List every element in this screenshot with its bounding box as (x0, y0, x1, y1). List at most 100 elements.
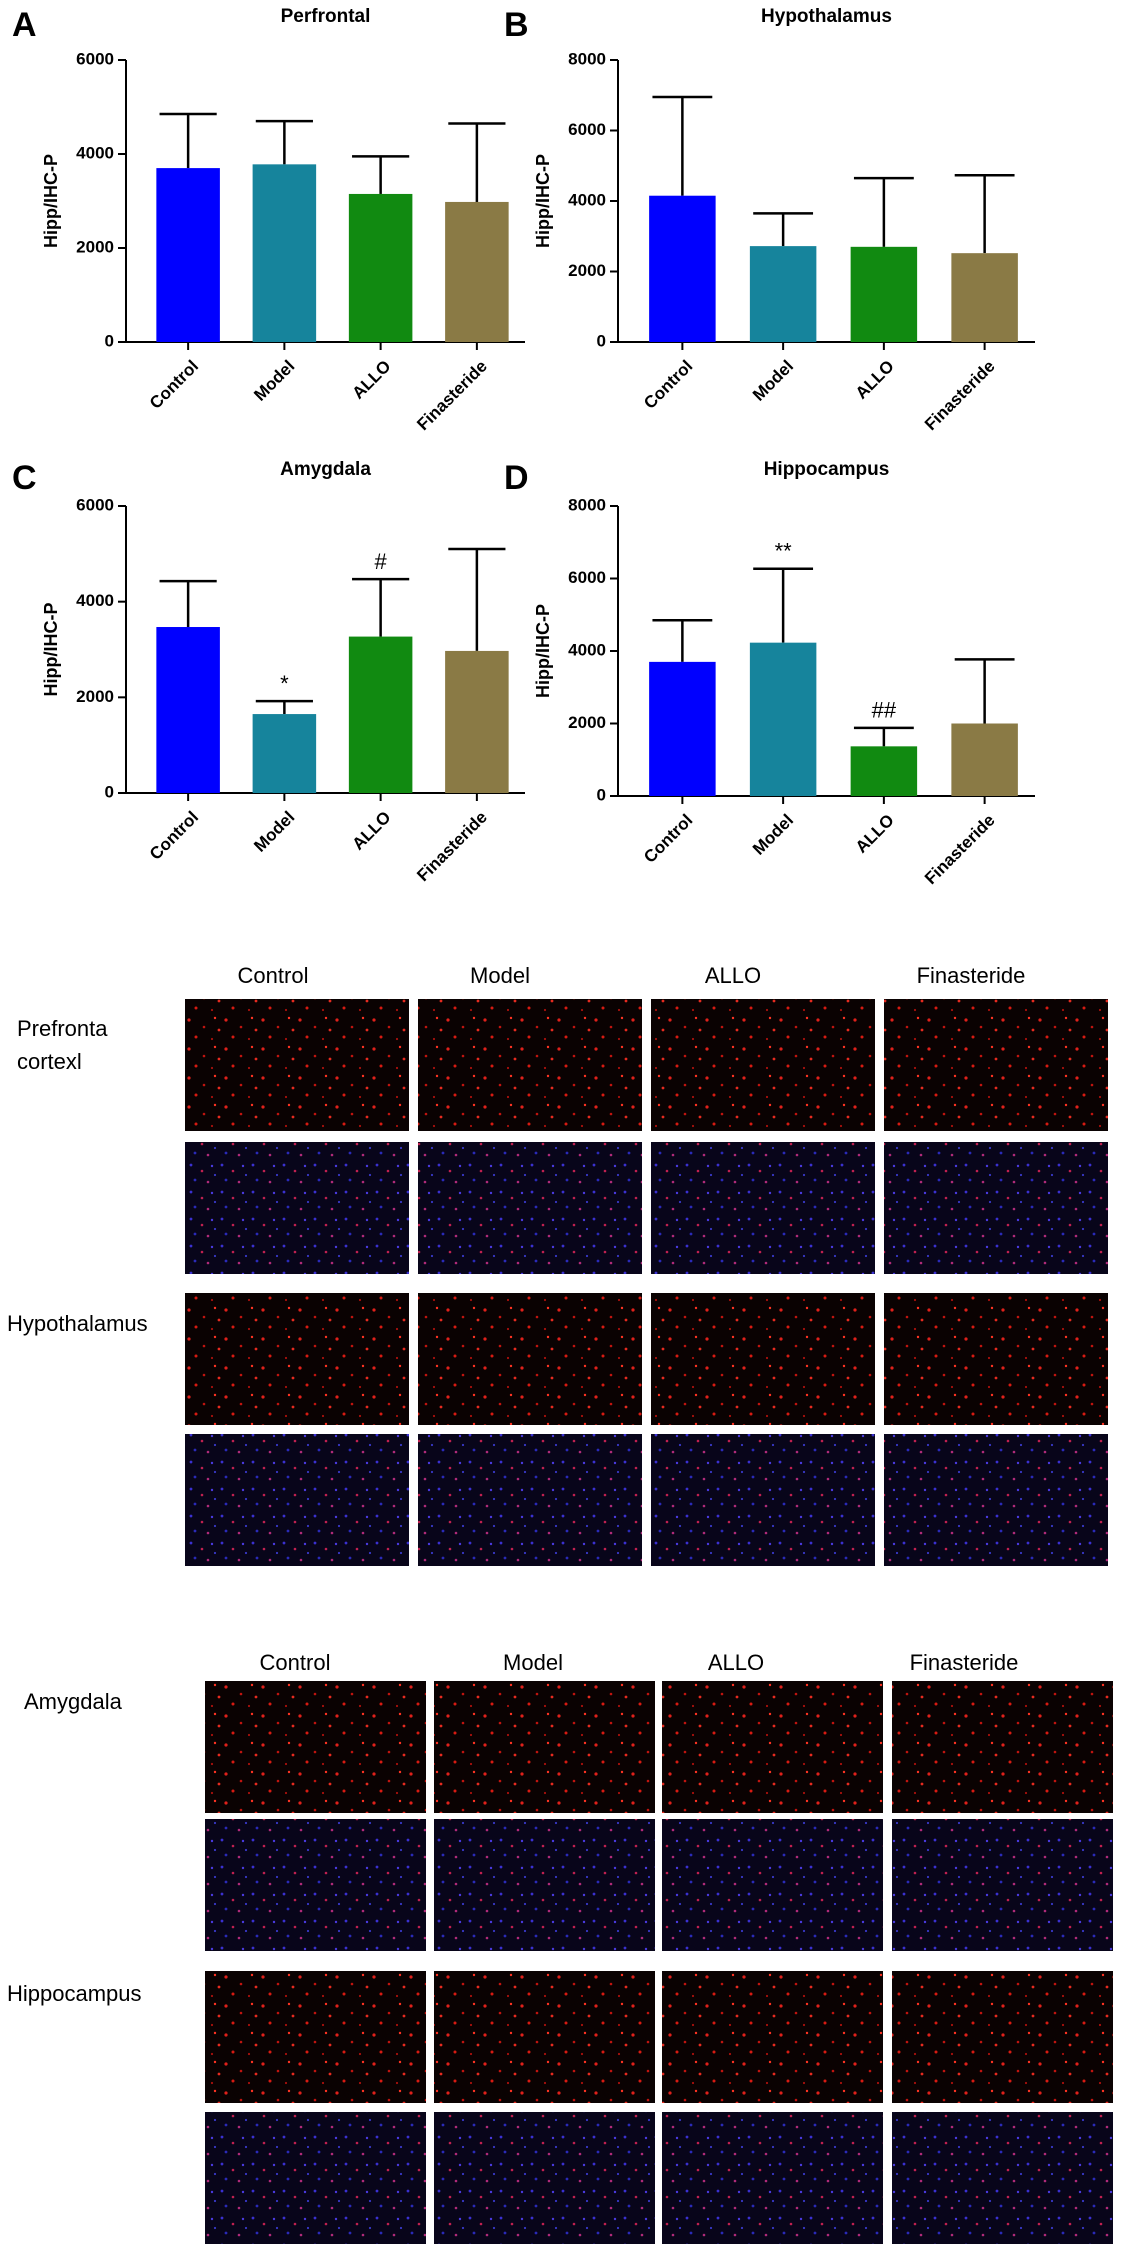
x-tick-label: Finasteride (921, 811, 999, 889)
merged-micrograph (434, 2112, 655, 2244)
panel-label: A (12, 6, 37, 44)
stain-micrograph (418, 1293, 642, 1425)
y-tick-label: 2000 (568, 261, 606, 280)
y-axis-label: Hipp/IHC-P (533, 604, 553, 698)
y-tick-label: 0 (597, 785, 606, 804)
y-tick-label: 8000 (568, 49, 606, 68)
column-header: Finasteride (910, 1650, 1019, 1675)
column-header: ALLO (705, 963, 761, 988)
merged-micrograph (418, 1434, 642, 1566)
y-tick-label: 4000 (568, 190, 606, 209)
column-header: Model (470, 963, 530, 988)
y-tick-label: 2000 (76, 237, 114, 256)
x-tick-label: Finasteride (921, 357, 999, 435)
bar (951, 253, 1018, 342)
row-label: Amygdala (24, 1689, 123, 1714)
merged-micrograph (651, 1142, 875, 1274)
y-tick-label: 2000 (76, 687, 114, 706)
column-header: Control (238, 963, 309, 988)
bar (445, 650, 509, 793)
row-label: Prefronta (17, 1016, 108, 1041)
y-tick-label: 0 (105, 331, 114, 350)
x-tick-label: Model (250, 357, 298, 405)
merged-micrograph (434, 1819, 655, 1951)
x-tick-label: Finasteride (413, 808, 491, 886)
row-label: Hippocampus (7, 1981, 142, 2006)
merged-micrograph (205, 2112, 426, 2244)
merged-micrograph (892, 1819, 1113, 1951)
stain-micrograph (434, 1971, 655, 2103)
merged-micrograph (884, 1434, 1108, 1566)
bar (252, 164, 317, 342)
bar (156, 627, 220, 793)
column-header: Model (503, 1650, 563, 1675)
y-tick-label: 8000 (568, 495, 606, 514)
x-tick-label: Finasteride (413, 357, 491, 435)
stain-micrograph (185, 999, 409, 1131)
significance-marker: ** (775, 539, 793, 564)
stain-micrograph (892, 1971, 1113, 2103)
bar (445, 201, 509, 342)
stain-micrograph (205, 1971, 426, 2103)
y-tick-label: 4000 (568, 640, 606, 659)
y-tick-label: 2000 (568, 713, 606, 732)
stain-micrograph (434, 1681, 655, 1813)
merged-micrograph (205, 1819, 426, 1951)
bar (850, 746, 918, 796)
y-axis-label: Hipp/IHC-P (533, 154, 553, 248)
bar (951, 723, 1018, 796)
chart-title: Hippocampus (764, 459, 890, 480)
stain-micrograph (418, 999, 642, 1131)
significance-marker: ## (872, 698, 897, 723)
merged-micrograph (651, 1434, 875, 1566)
chart-title: Hypothalamus (761, 6, 892, 27)
bar (348, 636, 413, 793)
y-tick-label: 6000 (76, 49, 114, 68)
merged-micrograph (418, 1142, 642, 1274)
chart-title: Perfrontal (281, 6, 371, 27)
stain-micrograph (651, 1293, 875, 1425)
bar (649, 195, 716, 342)
row-label: Hypothalamus (7, 1311, 148, 1336)
y-tick-label: 6000 (568, 568, 606, 587)
y-tick-label: 6000 (76, 495, 114, 514)
merged-micrograph (892, 2112, 1113, 2244)
y-axis-label: Hipp/IHC-P (41, 603, 61, 697)
x-tick-label: ALLO (852, 811, 898, 857)
stain-micrograph (185, 1293, 409, 1425)
panel-label: C (12, 459, 37, 497)
bar (348, 193, 413, 342)
chart-title: Amygdala (280, 459, 371, 480)
y-tick-label: 0 (105, 782, 114, 801)
significance-marker: * (280, 671, 289, 696)
stain-micrograph (884, 999, 1108, 1131)
merged-micrograph (185, 1142, 409, 1274)
merged-micrograph (662, 2112, 883, 2244)
merged-micrograph (185, 1434, 409, 1566)
x-tick-label: ALLO (852, 357, 898, 403)
y-tick-label: 6000 (568, 120, 606, 139)
y-axis-label: Hipp/IHC-P (41, 154, 61, 248)
panel-label: B (504, 6, 529, 44)
x-tick-label: Control (146, 357, 202, 413)
x-tick-label: Model (250, 808, 298, 856)
stain-micrograph (892, 1681, 1113, 1813)
column-header: Finasteride (917, 963, 1026, 988)
x-tick-label: Model (749, 811, 797, 859)
x-tick-label: Model (749, 357, 797, 405)
significance-marker: # (375, 549, 388, 574)
bar (156, 168, 220, 342)
bar (252, 714, 317, 793)
y-tick-label: 4000 (76, 143, 114, 162)
stain-micrograph (662, 1971, 883, 2103)
y-tick-label: 0 (597, 331, 606, 350)
bar (749, 246, 817, 342)
x-tick-label: ALLO (348, 808, 394, 854)
column-header: ALLO (708, 1650, 764, 1675)
merged-micrograph (884, 1142, 1108, 1274)
x-tick-label: Control (146, 808, 202, 864)
stain-micrograph (662, 1681, 883, 1813)
x-tick-label: Control (640, 811, 696, 867)
panel-label: D (504, 459, 529, 497)
